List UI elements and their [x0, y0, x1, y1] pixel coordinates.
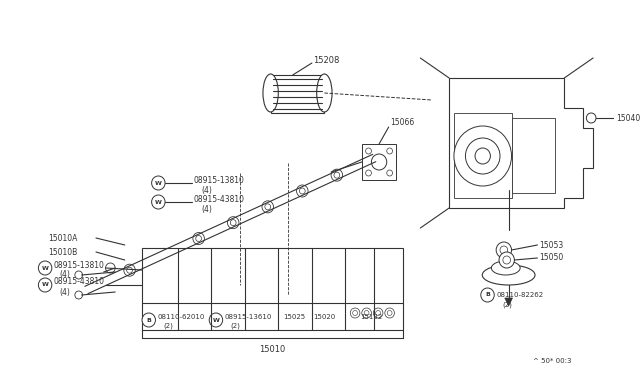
Polygon shape	[449, 78, 593, 208]
Ellipse shape	[317, 74, 332, 112]
Circle shape	[75, 271, 83, 279]
Text: 15066: 15066	[390, 118, 415, 126]
Circle shape	[365, 148, 371, 154]
Text: (2): (2)	[230, 323, 240, 329]
Text: (4): (4)	[60, 270, 70, 279]
Ellipse shape	[483, 265, 535, 285]
Bar	[454, 113, 511, 198]
Circle shape	[376, 311, 381, 315]
Circle shape	[209, 313, 223, 327]
Text: W: W	[212, 317, 220, 323]
Text: B: B	[485, 292, 490, 298]
Circle shape	[385, 308, 394, 318]
Bar	[271, 75, 324, 113]
Circle shape	[152, 195, 165, 209]
Circle shape	[362, 308, 371, 318]
Text: 15010: 15010	[259, 346, 285, 355]
Circle shape	[387, 311, 392, 315]
Circle shape	[124, 264, 135, 276]
Circle shape	[38, 278, 52, 292]
Text: (4): (4)	[202, 205, 212, 214]
Text: W: W	[155, 180, 162, 186]
Text: (4): (4)	[60, 288, 70, 296]
Circle shape	[152, 176, 165, 190]
Circle shape	[499, 252, 515, 268]
Circle shape	[227, 217, 239, 229]
Polygon shape	[505, 298, 513, 306]
Text: W: W	[42, 282, 49, 288]
Text: (2): (2)	[502, 302, 512, 308]
Circle shape	[265, 204, 271, 210]
Text: 08915-13810: 08915-13810	[54, 260, 104, 269]
Ellipse shape	[263, 74, 278, 112]
Circle shape	[331, 169, 342, 181]
Circle shape	[38, 261, 52, 275]
Text: 15010B: 15010B	[48, 247, 77, 257]
Text: W: W	[155, 199, 162, 205]
Text: 15020: 15020	[313, 314, 335, 320]
Bar	[142, 248, 403, 330]
Text: 08915-43810: 08915-43810	[194, 195, 245, 203]
Circle shape	[481, 288, 494, 302]
Text: 15132: 15132	[360, 314, 382, 320]
Ellipse shape	[492, 261, 520, 275]
Circle shape	[196, 235, 202, 241]
Circle shape	[364, 311, 369, 315]
Text: 15208: 15208	[313, 55, 339, 64]
Text: 15010A: 15010A	[48, 234, 77, 243]
Circle shape	[387, 148, 392, 154]
Circle shape	[300, 188, 305, 194]
Circle shape	[353, 311, 358, 315]
Circle shape	[106, 263, 115, 273]
Text: 15040: 15040	[616, 113, 640, 122]
Text: 08915-13610: 08915-13610	[225, 314, 272, 320]
Circle shape	[127, 267, 132, 273]
Text: B: B	[147, 317, 151, 323]
Text: 15050: 15050	[540, 253, 564, 263]
Circle shape	[503, 256, 511, 264]
Circle shape	[158, 248, 170, 260]
Circle shape	[496, 242, 511, 258]
Text: 15053: 15053	[540, 241, 564, 250]
Text: 15025: 15025	[283, 314, 305, 320]
Circle shape	[334, 172, 340, 178]
Circle shape	[365, 170, 371, 176]
Circle shape	[387, 170, 392, 176]
Text: 08110-62010: 08110-62010	[157, 314, 205, 320]
Circle shape	[586, 113, 596, 123]
Text: W: W	[42, 266, 49, 270]
Circle shape	[465, 138, 500, 174]
Circle shape	[350, 308, 360, 318]
Circle shape	[75, 291, 83, 299]
Circle shape	[230, 220, 236, 226]
Circle shape	[475, 148, 490, 164]
Circle shape	[454, 126, 511, 186]
Circle shape	[371, 154, 387, 170]
Text: 08110-82262: 08110-82262	[496, 292, 543, 298]
Circle shape	[500, 246, 508, 254]
Text: 08915-43810: 08915-43810	[54, 278, 105, 286]
Bar	[511, 118, 555, 193]
Text: (2): (2)	[163, 323, 173, 329]
Text: ^ 50* 00:3: ^ 50* 00:3	[532, 358, 571, 364]
Circle shape	[373, 308, 383, 318]
Bar	[362, 144, 396, 180]
Circle shape	[262, 201, 273, 213]
Circle shape	[161, 251, 167, 257]
Circle shape	[142, 313, 156, 327]
Text: (4): (4)	[202, 186, 212, 195]
Circle shape	[296, 185, 308, 197]
Text: 08915-13810: 08915-13810	[194, 176, 244, 185]
Circle shape	[193, 232, 204, 244]
